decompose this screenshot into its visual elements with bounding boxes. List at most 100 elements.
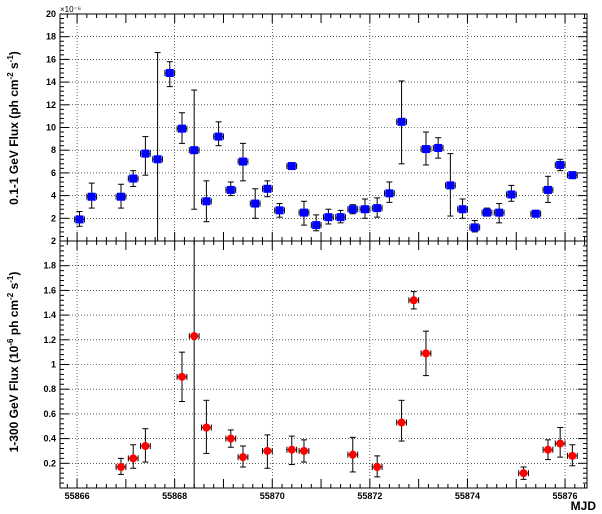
axis-title-superscript: -2 [6,292,15,300]
bottom-data-point [420,330,432,377]
bottom-marker-circle [202,423,211,432]
grid-layer [60,14,587,488]
bottom-data-point [371,455,383,478]
bottom-marker-circle [226,434,235,443]
bottom-data-point [542,439,554,461]
bottom-marker-circle [190,332,199,341]
top-marker-square [568,171,577,180]
label-layer: 2 4 6 8 10 12 14 16 18 20 0.2 0.4 0.6 0.8 1 1.2 1.4 1.6 1.… [43,9,577,501]
top-marker-square [202,197,211,206]
top-y-tick-label: 16 [46,54,56,64]
bottom-y-tick-label: 1.6 [43,285,56,295]
top-data-point [249,188,261,219]
axis-title-text: s [7,62,21,72]
top-data-point [152,52,163,242]
top-data-point [383,181,395,203]
top-data-point [323,208,334,225]
top-marker-square [251,199,260,208]
bottom-data-point [347,436,359,473]
bottom-marker-circle [263,446,272,455]
bottom-y-tick-label: 2 [51,236,56,246]
bottom-marker-circle [129,454,138,463]
top-data-point [554,158,566,172]
top-marker-square [299,208,308,217]
axis-title-superscript: -1 [6,275,15,283]
bottom-data-point [396,399,407,442]
top-data-point [274,203,285,218]
top-y-tick-label: 18 [46,32,56,42]
bottom-data-point [298,439,310,463]
top-data-point [74,210,85,227]
x-tick-label: 55868 [162,491,187,501]
top-marker-square [87,192,96,201]
bottom-data-point [237,445,249,468]
top-marker-square [141,149,150,158]
top-marker-square [385,189,394,198]
top-data-point [115,183,127,209]
top-marker-square [373,204,382,213]
top-marker-square [531,209,540,218]
top-marker-square [226,185,235,194]
bottom-marker-circle [543,445,552,454]
bottom-y-tick-label: 0.8 [43,384,56,394]
top-data-point [213,121,224,147]
top-data-point [530,209,542,218]
top-data-point [347,204,359,215]
top-marker-square [482,208,491,217]
top-data-point [505,184,517,202]
top-data-point [310,214,322,232]
bottom-marker-circle [348,450,357,459]
axis-title-superscript: -1 [6,55,15,63]
top-data-point [566,171,578,180]
top-data-point [127,170,139,188]
tick-layer [60,14,587,488]
bottom-marker-circle [299,446,308,455]
bottom-data-point [262,434,273,469]
bottom-marker-circle [421,349,430,358]
bottom-marker-circle [519,469,528,478]
top-data-point [176,112,188,144]
top-data-point [457,198,468,219]
top-marker-square [458,205,467,214]
axis-title-superscript: -6 [6,338,15,346]
top-data-point [432,137,444,159]
top-marker-square [263,184,272,193]
top-marker-square [360,205,369,214]
bottom-data-point [176,351,188,403]
top-data-point [286,162,298,171]
bottom-marker-circle [373,463,382,472]
top-y-tick-label: 8 [51,145,56,155]
top-marker-square [324,213,333,222]
bottom-data-point [225,429,237,448]
top-marker-square [287,162,296,171]
axis-title-text: 1-300 GeV Flux (10 [7,345,21,452]
top-data-point [444,153,456,217]
top-marker-square [312,221,321,230]
top-marker-square [153,155,162,164]
bottom-data-point [408,291,420,310]
top-data-point [335,209,346,224]
top-data-point [262,180,273,198]
bottom-data-point [518,466,529,480]
top-data-point [140,136,151,176]
bottom-y-tick-label: 1 [51,360,56,370]
axis-title-text: 0.1-1 GeV Flux (ph cm [7,79,21,204]
top-data-point [469,220,481,233]
top-data-point [225,181,237,197]
axis-title-superscript: -2 [6,72,15,80]
bottom-marker-circle [141,442,150,451]
frame-layer [59,13,588,489]
bottom-data-point [188,240,200,489]
top-marker-square [190,146,199,155]
top-exponent-label: ×10⁻⁶ [60,5,81,14]
bottom-data-point [286,435,298,466]
top-marker-square [470,223,479,232]
bottom-y-tick-label: 1.4 [43,310,56,320]
x-tick-label: 55876 [553,491,578,501]
top-marker-square [275,206,284,215]
top-marker-square [348,205,357,214]
bottom-marker-circle [177,372,186,381]
top-y-tick-label: 20 [46,9,56,19]
top-data-point [164,61,176,88]
bottom-marker-circle [568,451,577,460]
